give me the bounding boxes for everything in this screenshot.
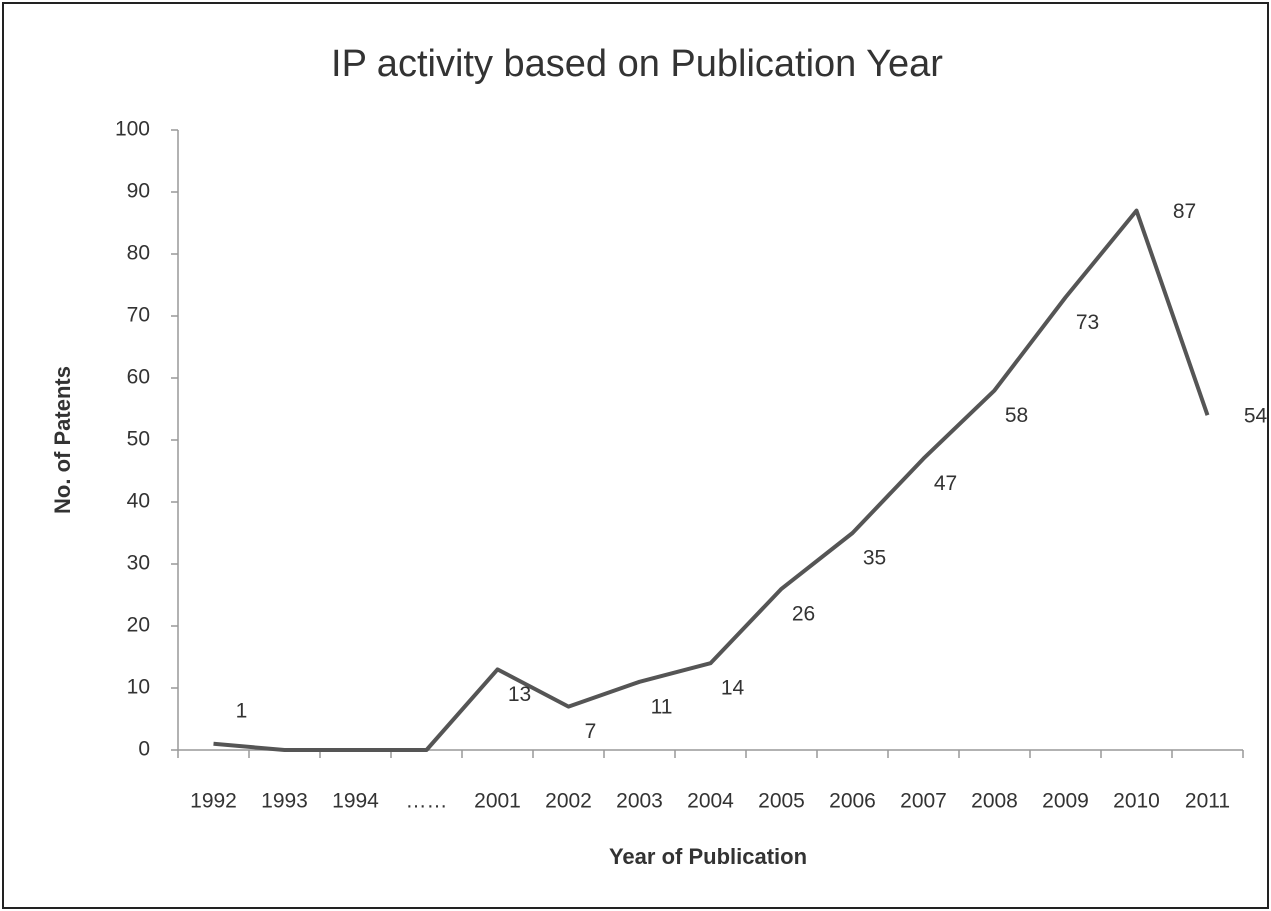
data-label: 11 <box>651 695 673 718</box>
x-tick-label: 1994 <box>332 790 379 813</box>
x-tick-label: …… <box>406 790 448 813</box>
y-tick-label: 20 <box>127 614 150 637</box>
x-tick-label: 2003 <box>616 790 663 813</box>
line <box>213 208 1210 752</box>
data-label: 73 <box>1076 311 1099 334</box>
x-tick-label: 1993 <box>261 790 308 813</box>
data-label: 87 <box>1173 200 1196 223</box>
data-label: 7 <box>585 720 597 743</box>
x-tick-label: 2002 <box>545 790 592 813</box>
x-tick-label: 2006 <box>829 790 876 813</box>
data-label: 47 <box>934 472 957 495</box>
y-tick-label: 50 <box>127 428 150 451</box>
data-label: 54 <box>1244 405 1268 428</box>
data-label: 26 <box>792 602 815 625</box>
y-tick-label: 80 <box>127 242 150 265</box>
y-tick-label: 30 <box>127 552 150 575</box>
data-label: 1 <box>236 699 248 722</box>
data-label: 58 <box>1005 404 1028 427</box>
x-tick-label: 2005 <box>758 790 805 813</box>
y-tick-label: 60 <box>127 366 150 389</box>
data-label: 35 <box>863 547 886 570</box>
x-tick-label: 2011 <box>1185 790 1230 813</box>
y-tick-label: 90 <box>127 180 150 203</box>
y-tick-label: 40 <box>127 490 150 513</box>
y-tick-label: 0 <box>138 738 150 761</box>
x-tick-label: 2010 <box>1113 790 1160 813</box>
x-tick-label: 2004 <box>687 790 734 813</box>
x-axis-label: Year of Publication <box>609 844 807 869</box>
y-tick-label: 10 <box>127 676 150 699</box>
y-tick-label: 70 <box>127 304 150 327</box>
data-label: 14 <box>721 677 745 700</box>
x-tick-label: 2009 <box>1042 790 1089 813</box>
y-axis-label: No. of Patents <box>50 366 75 514</box>
data-label: 13 <box>508 683 531 706</box>
x-tick-label: 2001 <box>474 790 521 813</box>
x-tick-label: 1992 <box>190 790 237 813</box>
x-tick-label: 2008 <box>971 790 1018 813</box>
y-tick-label: 100 <box>115 118 150 141</box>
x-tick-label: 2007 <box>900 790 947 813</box>
chart-title: IP activity based on Publication Year <box>331 43 943 85</box>
